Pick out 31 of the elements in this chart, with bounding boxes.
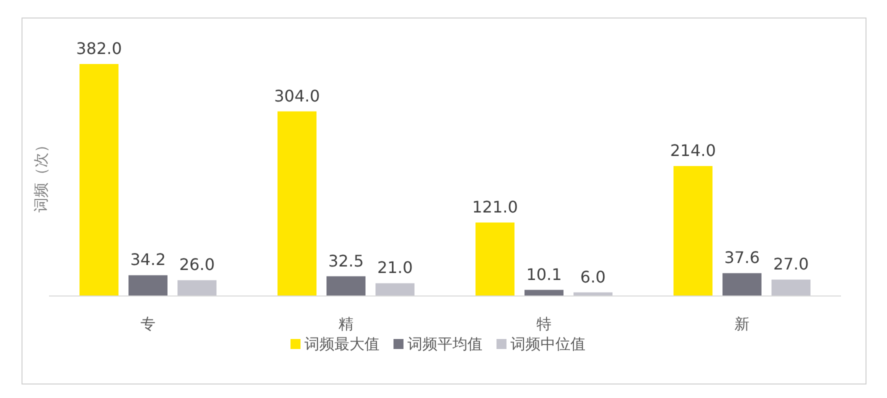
bar <box>376 283 414 296</box>
data-label: 121.0 <box>472 198 518 217</box>
data-label: 27.0 <box>773 254 809 274</box>
bar <box>674 166 712 296</box>
data-label: 10.1 <box>526 264 562 284</box>
bar <box>524 290 564 296</box>
data-label: 304.0 <box>274 86 320 106</box>
legend-label: 词频中位值 <box>510 335 586 353</box>
data-label: 6.0 <box>580 267 606 286</box>
bar <box>772 280 810 296</box>
y-axis-title: 词频（次） <box>32 138 50 212</box>
x-tick-label: 精 <box>338 315 354 333</box>
data-label: 382.0 <box>76 39 122 58</box>
bar <box>278 111 316 296</box>
data-label: 26.0 <box>179 255 215 274</box>
data-label: 34.2 <box>130 250 166 270</box>
legend-label: 词频平均值 <box>408 335 482 353</box>
bar <box>128 275 168 296</box>
data-label: 37.6 <box>724 248 760 268</box>
bar <box>80 64 118 296</box>
data-label: 32.5 <box>328 251 364 270</box>
legend-label: 词频最大值 <box>304 335 380 353</box>
bar <box>326 276 366 296</box>
data-label: 21.0 <box>377 258 413 278</box>
bar <box>476 222 514 296</box>
x-tick-label: 新 <box>734 315 750 333</box>
bar <box>178 280 216 296</box>
x-tick-label: 特 <box>536 315 552 333</box>
bar <box>722 273 762 296</box>
x-tick-label: 专 <box>140 315 156 333</box>
data-label: 214.0 <box>670 141 716 160</box>
